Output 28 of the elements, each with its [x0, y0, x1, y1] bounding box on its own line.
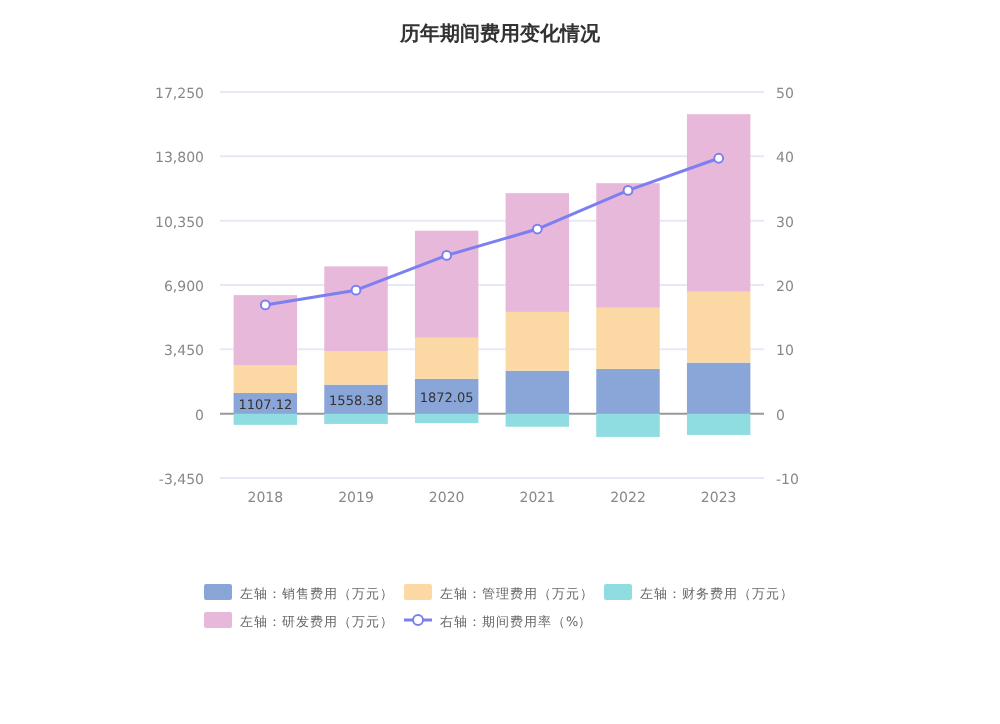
point	[350, 284, 362, 296]
bar	[324, 413, 388, 424]
bar	[505, 311, 570, 371]
bar	[686, 291, 751, 363]
point	[622, 185, 634, 196]
bar	[596, 183, 660, 308]
bar	[596, 413, 660, 437]
bar	[505, 193, 570, 312]
bar	[686, 413, 751, 435]
bar	[233, 365, 298, 394]
bar	[414, 413, 479, 423]
bar	[233, 295, 298, 366]
point	[713, 152, 725, 164]
bar	[324, 266, 388, 352]
bar	[414, 230, 479, 338]
bar	[505, 413, 570, 427]
bar	[233, 413, 298, 425]
bar	[505, 370, 570, 414]
bar	[414, 337, 479, 379]
point	[441, 250, 453, 261]
bar	[686, 114, 751, 292]
point	[259, 299, 271, 311]
chart-title: 历年期间费用变化情况	[398, 22, 602, 46]
point	[531, 223, 543, 235]
bar	[324, 351, 388, 385]
bar	[686, 362, 751, 414]
bar	[596, 307, 660, 369]
bar	[596, 368, 660, 414]
